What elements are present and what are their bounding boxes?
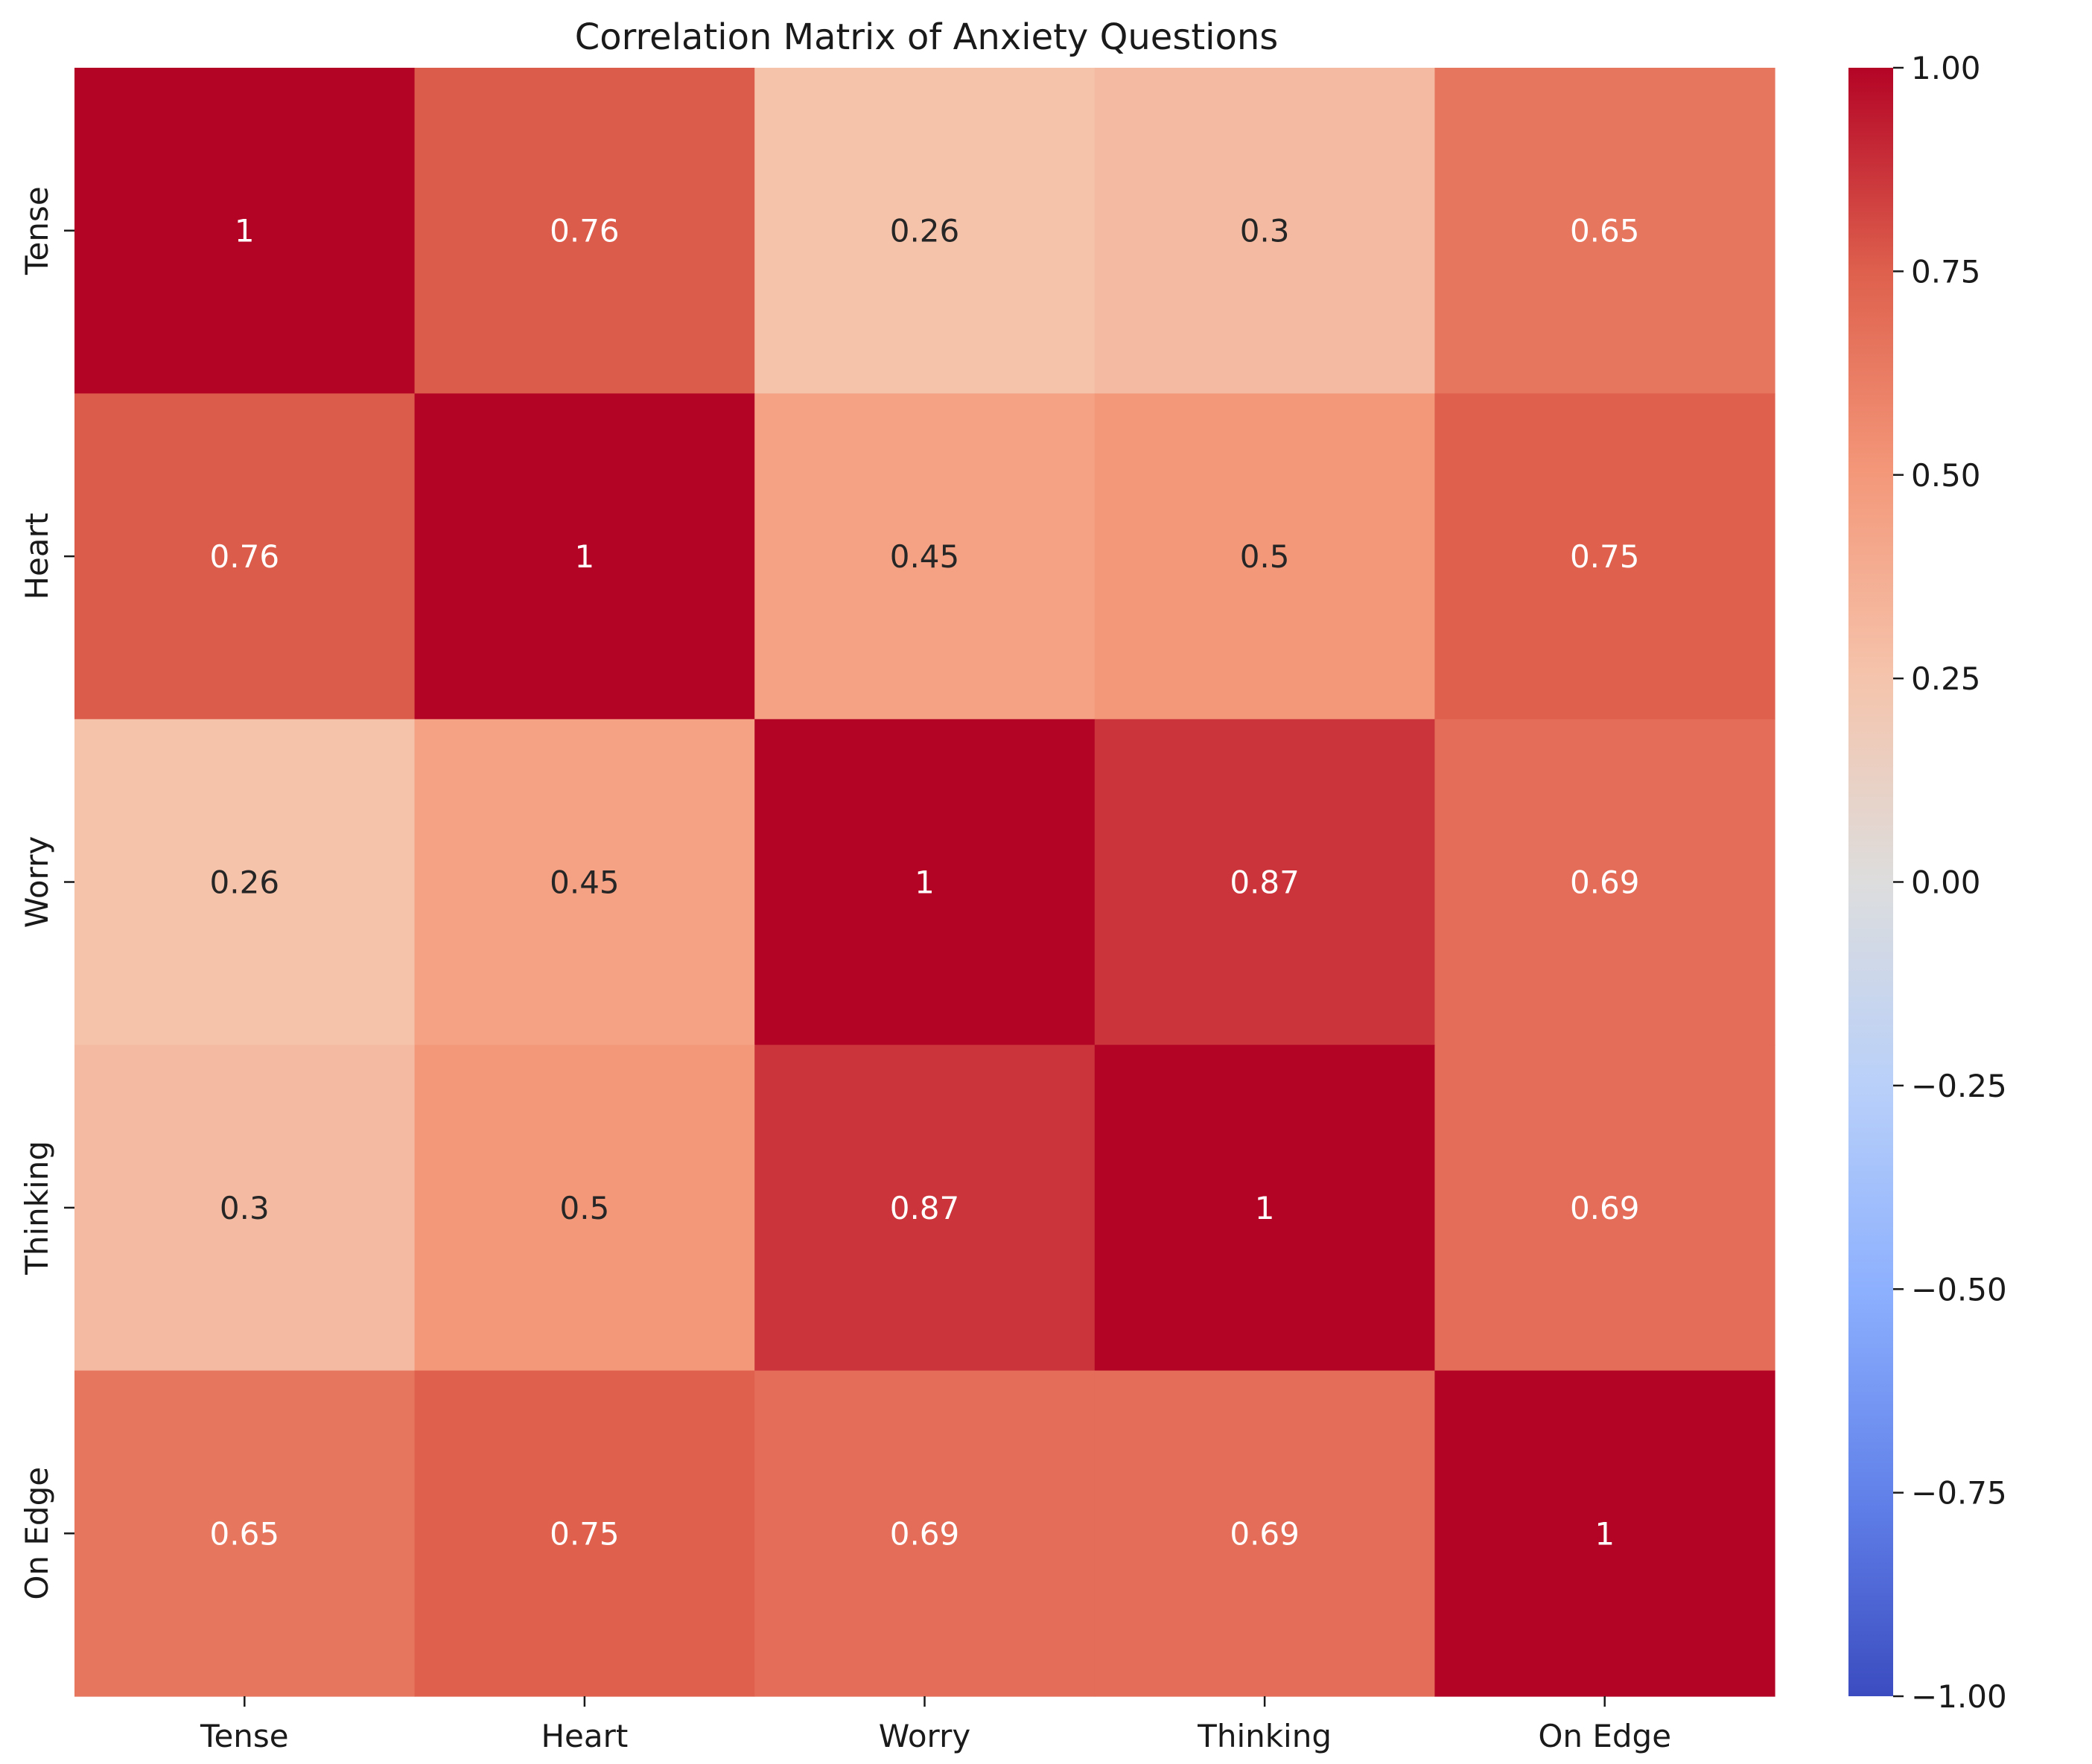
heatmap-cell-2-3 (754, 393, 1096, 720)
cell-value-label: 1 (1255, 1190, 1275, 1226)
y-tick-label: Heart (19, 513, 55, 600)
cell-value-label: 0.65 (210, 1515, 280, 1552)
cell-annotations: 1 0.76 0.26 0.3 0.65 0.76 1 0.45 0.5 0.75 0.26 0.45… (210, 213, 1640, 1553)
cell-value-label: 0.45 (890, 538, 960, 575)
colorbar-tick-label: 0.00 (1911, 865, 1981, 901)
colorbar: 1.00 0.75 0.50 0.25 0.00 −0.25 −0.50 −0.75 −1.00 (1848, 50, 2007, 1715)
colorbar-tick-label: 1.00 (1911, 50, 1981, 86)
heatmap-cell-3-4 (1094, 719, 1435, 1045)
colorbar-tick-label: −0.75 (1911, 1475, 2007, 1512)
cell-value-label: 0.75 (1570, 538, 1640, 575)
heatmap-cell-2-1 (74, 393, 416, 720)
x-tick-label: Heart (541, 1718, 628, 1754)
heatmap-cell-1-5 (1434, 68, 1775, 394)
heatmap-cell-4-3 (754, 1045, 1096, 1372)
colorbar-tick-label: 0.25 (1911, 660, 1981, 697)
cell-value-label: 1 (575, 538, 595, 575)
colorbar-gradient (1848, 68, 1893, 1696)
heatmap-cell-5-5 (1434, 1370, 1775, 1697)
cell-value-label: 0.26 (210, 865, 280, 901)
cell-value-label: 0.5 (560, 1190, 610, 1226)
heatmap-cell-5-2 (414, 1370, 755, 1697)
x-tick-label: Tense (200, 1718, 289, 1754)
colorbar-tick-label: 0.75 (1911, 253, 1981, 290)
cell-value-label: 0.69 (1570, 1190, 1640, 1226)
cell-value-label: 0.69 (1230, 1515, 1300, 1552)
cell-value-label: 0.69 (890, 1515, 960, 1552)
heatmap-cell-3-3 (754, 719, 1096, 1045)
cell-value-label: 0.75 (550, 1515, 620, 1552)
x-tick-label: Thinking (1197, 1718, 1332, 1754)
cell-value-label: 0.3 (1240, 213, 1290, 249)
cell-value-label: 1 (235, 213, 255, 249)
colorbar-tick-label: −0.50 (1911, 1271, 2007, 1308)
heatmap-cell-4-4 (1094, 1045, 1435, 1372)
heatmap-grid (74, 68, 1775, 1697)
heatmap-cell-3-1 (74, 719, 416, 1045)
cell-value-label: 0.5 (1240, 538, 1290, 575)
cell-value-label: 0.45 (550, 865, 620, 901)
cell-value-label: 0.76 (550, 213, 620, 249)
chart-title: Correlation Matrix of Anxiety Questions (575, 16, 1279, 58)
x-tick-label: Worry (879, 1718, 970, 1754)
y-tick-label: Tense (19, 186, 55, 276)
cell-value-label: 0.87 (890, 1190, 960, 1226)
heatmap-cell-4-1 (74, 1045, 416, 1372)
y-tick-label: Worry (19, 836, 55, 928)
cell-value-label: 0.69 (1570, 865, 1640, 901)
heatmap-cell-1-4 (1094, 68, 1435, 394)
y-tick-label: Thinking (19, 1141, 55, 1276)
heatmap-cell-1-3 (754, 68, 1096, 394)
heatmap-cell-4-2 (414, 1045, 755, 1372)
heatmap-cell-5-3 (754, 1370, 1096, 1697)
cell-value-label: 1 (1595, 1515, 1615, 1552)
heatmap-cell-5-1 (74, 1370, 416, 1697)
y-axis: Tense Heart Worry Thinking On Edge (19, 186, 74, 1600)
colorbar-tick-label: 0.50 (1911, 457, 1981, 494)
cell-value-label: 0.3 (220, 1190, 270, 1226)
heatmap-cell-1-2 (414, 68, 755, 394)
cell-value-label: 1 (915, 865, 935, 901)
heatmap-cell-3-5 (1434, 719, 1775, 1045)
heatmap-cell-2-2 (414, 393, 755, 720)
heatmap-cell-5-4 (1094, 1370, 1435, 1697)
colorbar-tick-label: −0.25 (1911, 1068, 2007, 1104)
colorbar-tick-label: −1.00 (1911, 1678, 2007, 1715)
cell-value-label: 0.76 (210, 538, 280, 575)
heatmap-cell-2-5 (1434, 393, 1775, 720)
cell-value-label: 0.65 (1570, 213, 1640, 249)
heatmap-cell-4-5 (1434, 1045, 1775, 1372)
x-tick-label: On Edge (1538, 1718, 1671, 1754)
y-tick-label: On Edge (19, 1467, 55, 1600)
x-axis: Tense Heart Worry Thinking On Edge (200, 1696, 1671, 1754)
cell-value-label: 0.26 (890, 213, 960, 249)
cell-value-label: 0.87 (1230, 865, 1300, 901)
heatmap-cell-2-4 (1094, 393, 1435, 720)
heatmap-cell-1-1 (74, 68, 416, 394)
heatmap-cell-3-2 (414, 719, 755, 1045)
